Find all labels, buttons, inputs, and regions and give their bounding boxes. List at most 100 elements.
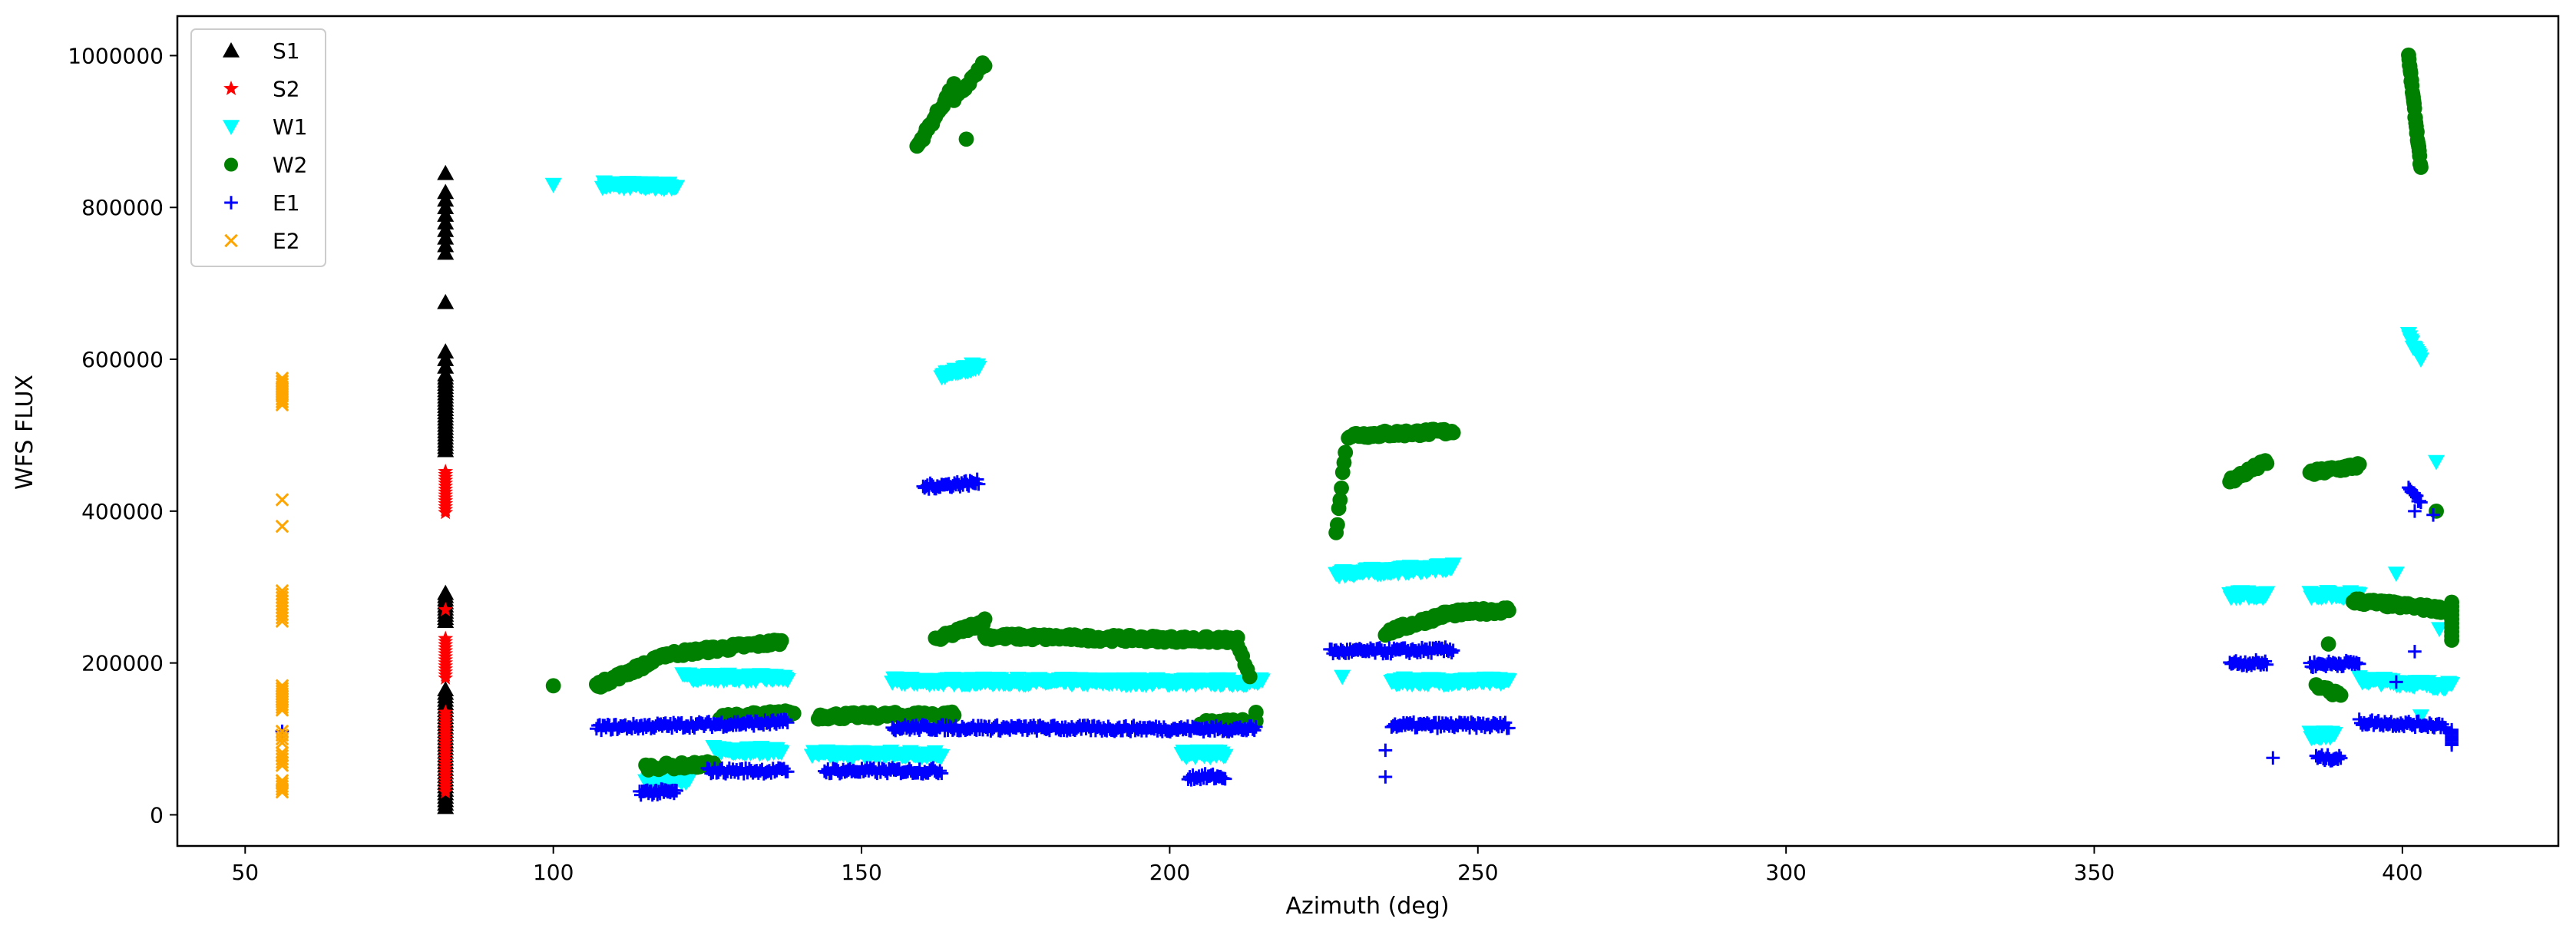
legend-label: E2 <box>273 229 300 254</box>
data-point-w1 <box>1500 673 1517 689</box>
data-point-w1 <box>2443 676 2461 692</box>
data-point-e1 <box>1446 643 1460 658</box>
data-point-w1 <box>2431 622 2449 638</box>
data-point-w2 <box>2351 456 2367 472</box>
data-point-w2 <box>1248 705 1264 720</box>
legend-item-w1: W1 <box>223 114 308 140</box>
series-w1 <box>544 175 2461 792</box>
data-point-w1 <box>2412 352 2429 368</box>
x-tick-label: 100 <box>533 860 574 885</box>
data-point-e1 <box>2333 751 2348 765</box>
legend: S1 S2 W1 W2 E1 E2 <box>190 28 326 267</box>
legend-item-e1: E1 <box>224 190 300 216</box>
data-point-e2 <box>275 779 289 794</box>
data-point-w1 <box>544 177 562 193</box>
legend-marker-s2 <box>223 81 239 95</box>
data-point-s2 <box>438 784 454 799</box>
series-w2 <box>545 47 2460 778</box>
data-point-w2 <box>785 705 802 722</box>
data-point-w1 <box>970 361 987 376</box>
data-point-e2 <box>275 392 289 406</box>
legend-marker-e2 <box>224 233 238 248</box>
y-tick-label: 800000 <box>81 195 164 220</box>
data-point-s1 <box>437 164 455 180</box>
x-axis-label: Azimuth (deg) <box>1285 893 1449 920</box>
data-point-w2 <box>1242 669 1258 685</box>
data-point-w2 <box>2259 455 2275 471</box>
data-point-e1 <box>2426 507 2440 522</box>
x-tick-label: 50 <box>231 860 259 885</box>
x-tick-label: 200 <box>1149 860 1190 885</box>
plot-frame <box>176 15 2560 847</box>
data-point-e2 <box>275 782 289 796</box>
data-point-w2 <box>545 678 561 694</box>
series-s2 <box>438 464 454 799</box>
x-tick-label: 150 <box>841 860 881 885</box>
data-point-e1 <box>2445 738 2459 752</box>
data-point-w2 <box>1329 517 1345 533</box>
data-point-e1 <box>2266 751 2280 765</box>
data-point-s1 <box>437 244 455 260</box>
legend-item-s2: S2 <box>223 77 300 102</box>
data-point-w1 <box>1216 748 1234 765</box>
data-point-e1 <box>780 715 795 730</box>
data-point-e1 <box>2414 495 2428 510</box>
x-tick-label: 300 <box>1765 860 1806 885</box>
data-point-e1 <box>780 765 795 778</box>
data-point-e2 <box>275 703 289 717</box>
data-point-e2 <box>275 732 289 746</box>
data-point-e2 <box>275 493 289 507</box>
data-point-e1 <box>1444 646 1459 659</box>
data-point-e1 <box>2435 717 2449 732</box>
data-point-w1 <box>1444 557 1462 573</box>
data-point-w2 <box>977 611 993 627</box>
data-points <box>275 47 2461 814</box>
data-point-s1 <box>437 441 455 458</box>
data-point-s1 <box>437 613 455 629</box>
data-point-w2 <box>1338 444 1354 461</box>
data-point-e1 <box>2352 656 2366 671</box>
series-e1 <box>275 472 2459 802</box>
data-point-w1 <box>2326 727 2343 742</box>
data-point-w1 <box>1253 673 1271 689</box>
y-axis-label: WFS FLUX <box>12 375 38 490</box>
data-point-e1 <box>2407 486 2421 501</box>
y-tick-label: 200000 <box>81 651 164 676</box>
legend-marker-s1 <box>223 42 240 58</box>
data-point-w2 <box>977 58 993 74</box>
data-point-w1 <box>680 772 698 788</box>
data-point-e2 <box>275 758 289 772</box>
data-point-e1 <box>1378 743 1393 758</box>
legend-item-s1: S1 <box>223 38 300 64</box>
data-point-e2 <box>275 755 289 769</box>
x-tick-label: 400 <box>2382 860 2422 885</box>
data-point-e1 <box>2412 494 2426 508</box>
data-point-w1 <box>2428 454 2445 471</box>
data-point-w1 <box>668 180 686 196</box>
data-point-e1 <box>1378 770 1393 784</box>
data-point-w2 <box>958 131 974 147</box>
data-point-w2 <box>1332 492 1348 508</box>
legend-label: W1 <box>273 114 308 140</box>
legend-item-e2: E2 <box>224 229 300 254</box>
data-point-e1 <box>934 766 949 781</box>
y-tick-label: 600000 <box>81 347 164 372</box>
legend-item-w2: W2 <box>224 153 308 178</box>
data-point-e2 <box>275 519 289 534</box>
data-point-e2 <box>275 785 289 799</box>
data-point-e1 <box>1502 721 1516 735</box>
legend-box <box>190 28 326 267</box>
legend-label: E1 <box>273 190 300 216</box>
data-point-w2 <box>2333 687 2349 703</box>
legend-marker-e1 <box>224 196 238 210</box>
data-point-e2 <box>275 698 289 712</box>
y-tick-label: 1000000 <box>68 43 164 68</box>
data-point-w1 <box>772 745 790 761</box>
data-point-w1 <box>1334 669 1351 686</box>
x-tick-label: 350 <box>2074 860 2115 885</box>
data-point-e1 <box>667 786 681 801</box>
data-point-w2 <box>1501 603 1516 619</box>
x-axis-ticks: 50 100 150 200 250 300 350 400 <box>231 846 2423 885</box>
data-point-w1 <box>933 748 951 765</box>
